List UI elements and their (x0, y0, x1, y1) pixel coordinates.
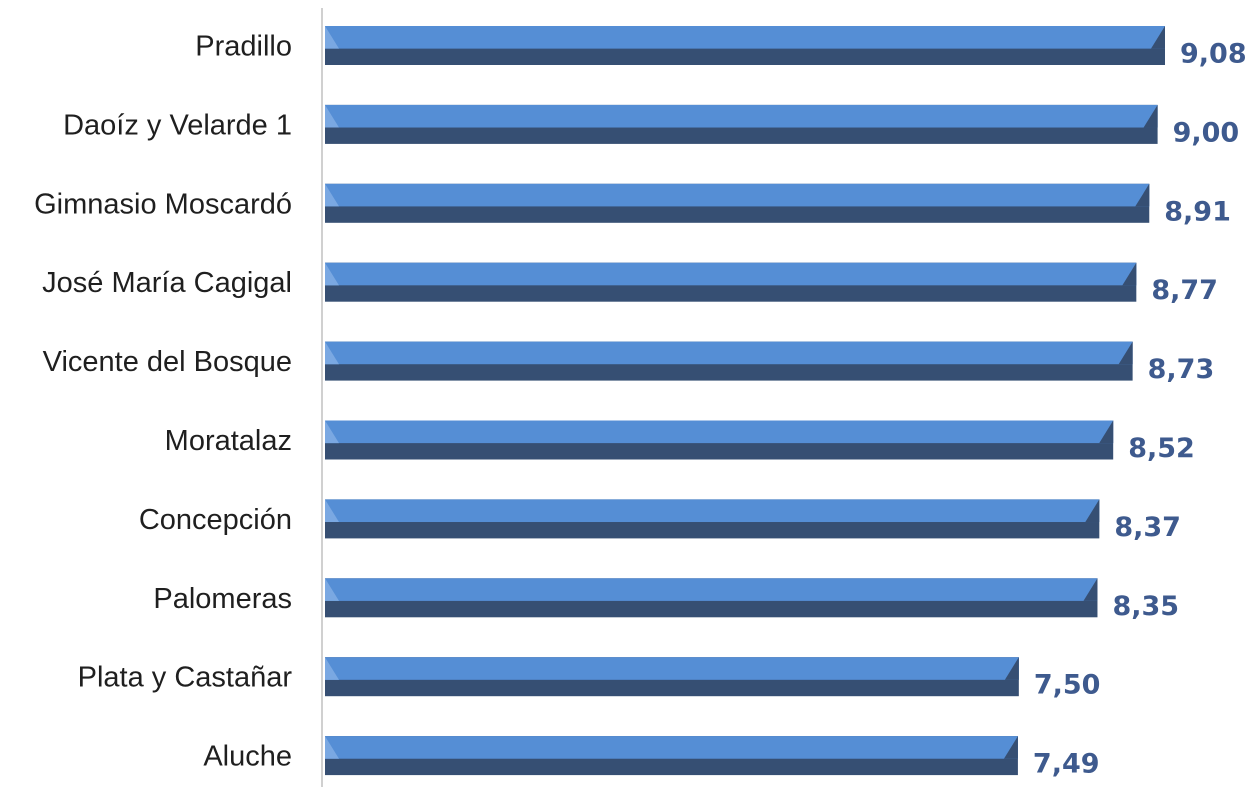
bar (325, 183, 1150, 223)
value-label: 8,77 (1151, 275, 1218, 306)
bar-right-bevel (1003, 736, 1018, 759)
bar (325, 657, 1019, 697)
bar (325, 26, 1165, 65)
bar (325, 262, 1137, 302)
category-label: Palomeras (153, 583, 292, 615)
category-label: Aluche (203, 741, 292, 773)
category-label: Concepción (139, 504, 292, 536)
bar-left-bevel (325, 262, 339, 286)
category-labels-group: Pradillo Daoíz y Velarde 1 Gimnasio Moscar… (34, 31, 292, 773)
value-label: 7,49 (1033, 749, 1100, 780)
bar-face (325, 420, 1114, 444)
bar-left-bevel (325, 499, 339, 523)
category-label: José María Cagigal (42, 267, 292, 299)
bar (325, 104, 1158, 144)
bar-right-bevel (1004, 657, 1019, 680)
bar-right-bevel (1099, 420, 1114, 444)
value-label: 8,35 (1112, 591, 1179, 622)
value-label: 8,52 (1128, 433, 1195, 464)
value-label: 9,00 (1173, 117, 1240, 148)
category-label: Gimnasio Moscardó (34, 188, 292, 220)
bar (325, 341, 1133, 381)
bar-right-bevel (1085, 499, 1100, 523)
value-label: 9,08 (1180, 39, 1247, 70)
category-label: Vicente del Bosque (43, 346, 292, 378)
bar-face (325, 736, 1018, 759)
bars-group (325, 26, 1165, 776)
bar-face (325, 26, 1165, 49)
bar-face (325, 499, 1100, 523)
bar-face (325, 183, 1150, 207)
value-labels-group: 9,08 9,00 8,91 8,77 8,73 8,52 8,37 8,35 7,50 7,49 (1033, 39, 1247, 780)
bar-face (325, 657, 1019, 680)
value-label: 8,37 (1114, 512, 1181, 543)
bar-left-bevel (325, 341, 339, 365)
bar (325, 578, 1098, 618)
value-label: 8,73 (1148, 354, 1215, 385)
bar-right-bevel (1083, 578, 1098, 601)
category-label: Plata y Castañar (78, 662, 293, 694)
bar-face (325, 341, 1133, 365)
bar-left-bevel (325, 26, 339, 49)
category-label: Daoíz y Velarde 1 (63, 109, 292, 141)
bar-right-bevel (1122, 262, 1137, 286)
bar-right-bevel (1135, 183, 1150, 207)
bar-face (325, 262, 1137, 286)
bar-right-bevel (1118, 341, 1133, 365)
bar-left-bevel (325, 736, 339, 759)
value-label: 8,91 (1164, 196, 1231, 227)
bar-left-bevel (325, 104, 339, 128)
bar-left-bevel (325, 183, 339, 207)
bar-face (325, 578, 1098, 601)
bar (325, 499, 1100, 539)
bar (325, 736, 1018, 776)
bar-left-bevel (325, 657, 339, 680)
value-label: 7,50 (1034, 670, 1101, 701)
bar-left-bevel (325, 578, 339, 601)
bar-right-bevel (1151, 26, 1165, 49)
category-label: Moratalaz (165, 425, 292, 457)
category-label: Pradillo (195, 31, 292, 63)
bar-face (325, 104, 1158, 128)
bar-left-bevel (325, 420, 339, 444)
bar (325, 420, 1114, 460)
bar-right-bevel (1143, 104, 1158, 128)
